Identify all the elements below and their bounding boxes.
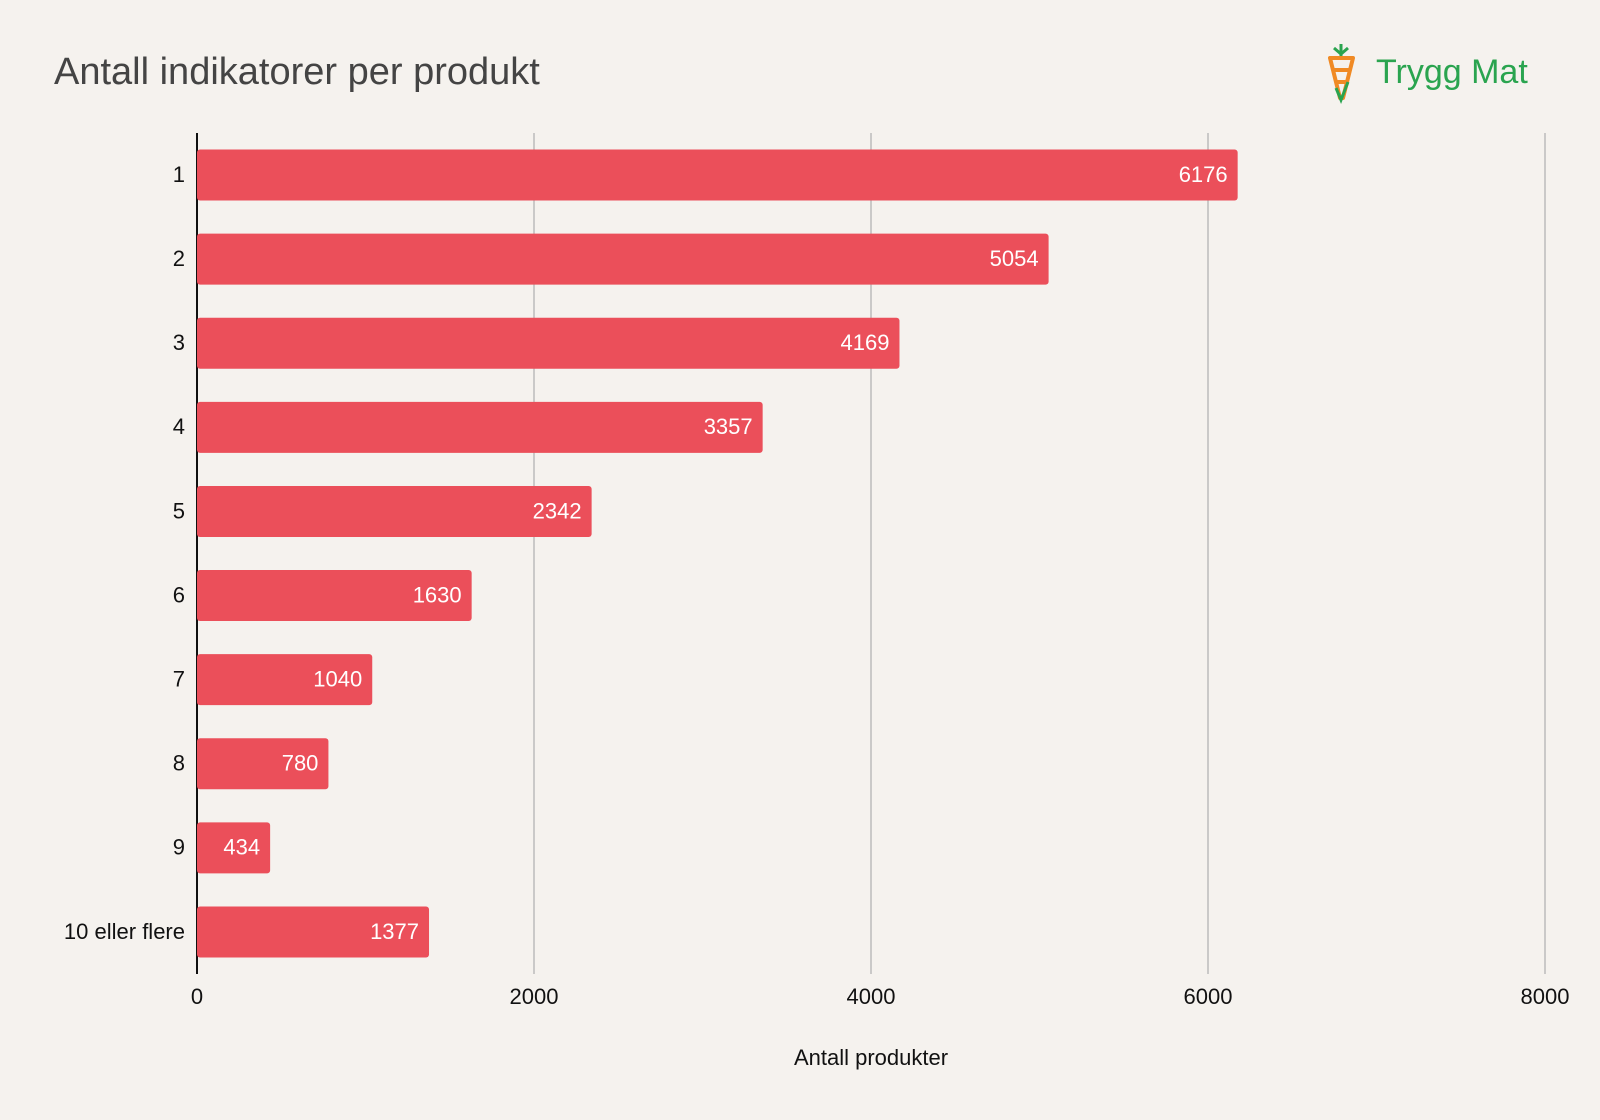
value-label: 6176 (1179, 162, 1228, 187)
value-label: 1630 (413, 582, 462, 607)
bar (197, 738, 329, 790)
y-tick-label: 10 eller flere (64, 919, 185, 944)
y-tick-label: 3 (173, 330, 185, 355)
chart-title: Antall indikatorer per produkt (54, 51, 540, 93)
bar (197, 485, 592, 537)
bar (197, 570, 472, 622)
x-tick-label: 0 (191, 984, 203, 1009)
value-label: 1040 (313, 666, 362, 691)
value-label: 1377 (370, 919, 419, 944)
y-tick-label: 7 (173, 666, 185, 691)
value-label: 434 (223, 835, 260, 860)
value-label: 780 (282, 751, 319, 776)
y-tick-label: 6 (173, 582, 185, 607)
bar (197, 149, 1238, 201)
bar (197, 822, 271, 874)
x-axis-label: Antall produkter (794, 1045, 948, 1070)
x-tick-label: 2000 (510, 984, 559, 1009)
bar (197, 233, 1049, 285)
bar (197, 906, 430, 958)
value-label: 3357 (704, 414, 753, 439)
bar (197, 317, 900, 369)
y-tick-label: 9 (173, 835, 185, 860)
y-tick-label: 5 (173, 498, 185, 523)
value-label: 5054 (990, 246, 1039, 271)
x-tick-label: 8000 (1521, 984, 1570, 1009)
y-tick-label: 4 (173, 414, 185, 439)
bar (197, 654, 373, 706)
y-tick-label: 1 (173, 162, 185, 187)
logo-icon (1328, 44, 1355, 105)
bar (197, 401, 763, 453)
logo-text: Trygg Mat (1376, 53, 1528, 91)
value-label: 2342 (533, 498, 582, 523)
value-label: 4169 (841, 330, 890, 355)
x-tick-label: 4000 (847, 984, 896, 1009)
y-tick-label: 2 (173, 246, 185, 271)
x-tick-label: 6000 (1184, 984, 1233, 1009)
y-tick-label: 8 (173, 751, 185, 776)
